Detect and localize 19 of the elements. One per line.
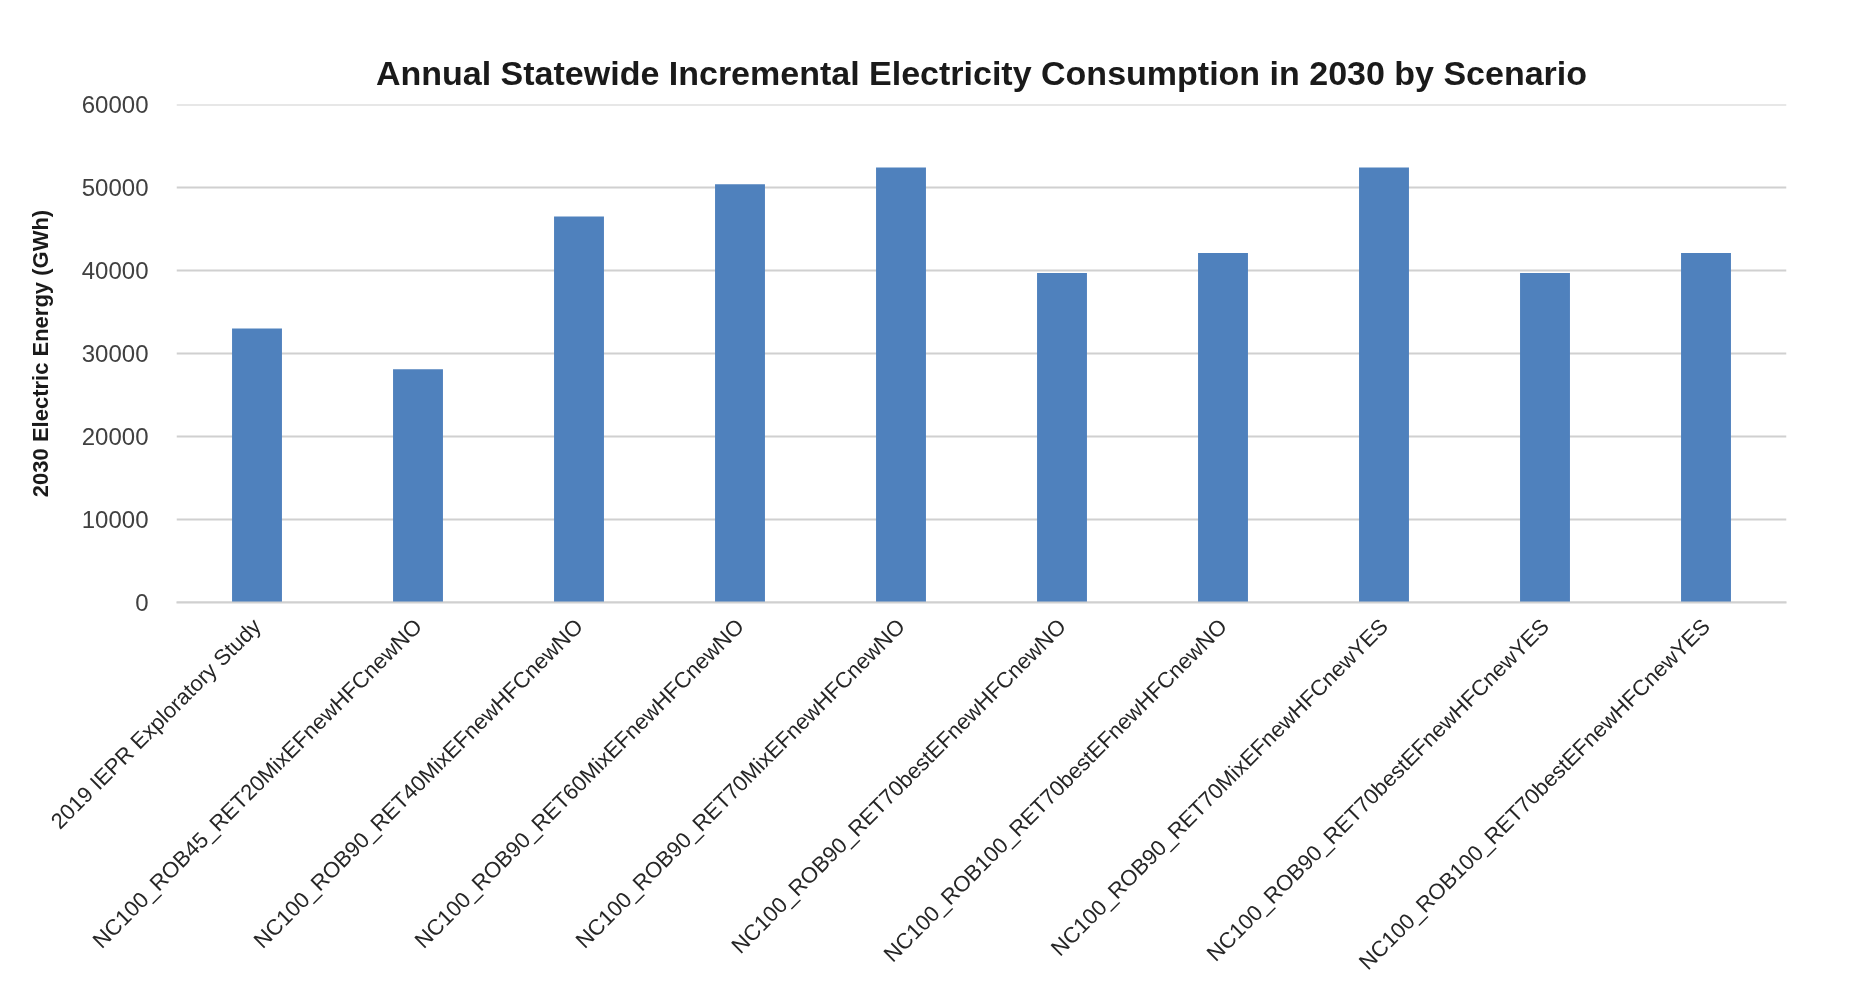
y-axis-title: 2030 Electric Energy (GWh) bbox=[27, 209, 53, 498]
y-tick-label: 10000 bbox=[81, 506, 149, 533]
bar bbox=[232, 328, 282, 603]
bar bbox=[1037, 272, 1087, 603]
chart-title: Annual Statewide Incremental Electricity Consumption in 2030 by Scenario bbox=[375, 53, 1588, 92]
y-tick-label: 0 bbox=[135, 589, 149, 616]
bar bbox=[393, 369, 443, 603]
bar bbox=[1520, 272, 1570, 603]
bar bbox=[876, 167, 926, 603]
bar bbox=[1359, 167, 1409, 603]
bar bbox=[1198, 253, 1248, 603]
bar bbox=[554, 216, 604, 603]
y-tick-label: 40000 bbox=[81, 257, 149, 284]
bar bbox=[715, 184, 765, 603]
bar bbox=[1681, 253, 1731, 603]
y-tick-label: 20000 bbox=[81, 423, 149, 450]
y-tick-label: 60000 bbox=[81, 91, 149, 118]
y-tick-label: 30000 bbox=[81, 340, 149, 367]
y-tick-label: 50000 bbox=[81, 174, 149, 201]
